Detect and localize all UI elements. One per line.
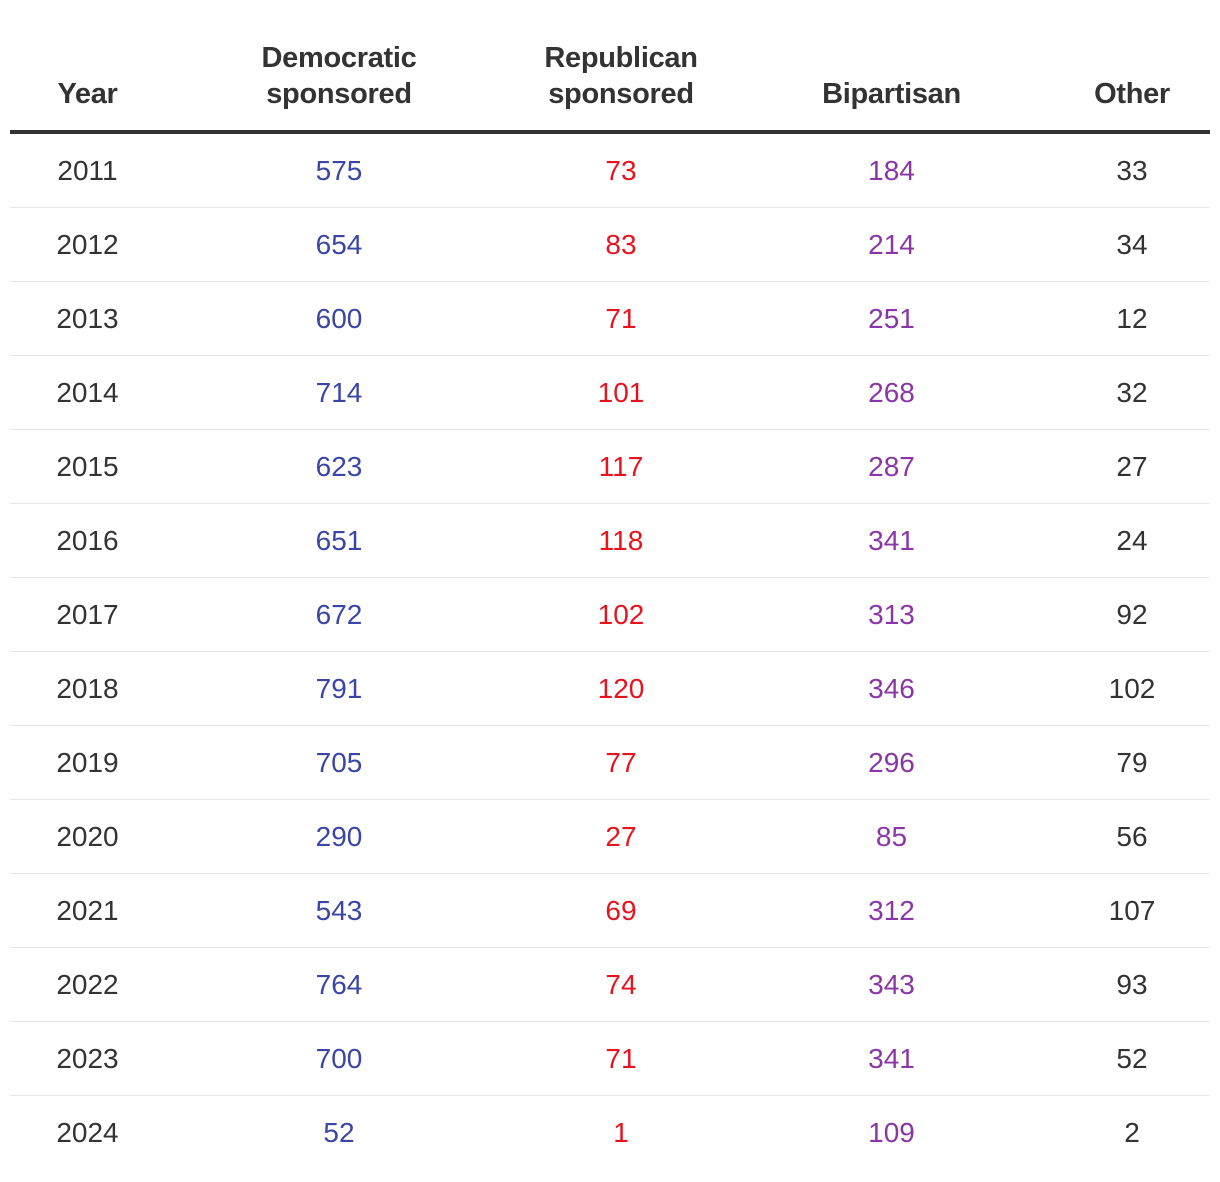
cell-republican: 27 — [605, 820, 637, 852]
cell-other: 34 — [1116, 228, 1148, 260]
table-row: 2018 791 120 346 102 — [10, 652, 1210, 726]
cell-bipartisan: 214 — [868, 228, 915, 260]
cell-democratic: 543 — [315, 894, 363, 926]
cell-democratic: 714 — [315, 376, 363, 408]
cell-democratic: 290 — [315, 820, 363, 852]
cell-democratic: 623 — [315, 450, 363, 482]
cell-other: 93 — [1116, 968, 1148, 1000]
cell-democratic: 600 — [315, 302, 363, 334]
cell-republican: 120 — [597, 672, 645, 704]
table-row: 2017 672 102 313 92 — [10, 578, 1210, 652]
table-header: Year Democratic sponsored Republican spo… — [10, 0, 1210, 134]
cell-year: 2021 — [56, 894, 119, 926]
table-row: 2022 764 74 343 93 — [10, 948, 1210, 1022]
cell-bipartisan: 251 — [868, 302, 915, 334]
cell-year: 2014 — [56, 376, 119, 408]
cell-republican: 102 — [597, 598, 645, 630]
table-row: 2013 600 71 251 12 — [10, 282, 1210, 356]
cell-bipartisan: 312 — [868, 894, 915, 926]
table-row: 2012 654 83 214 34 — [10, 208, 1210, 282]
cell-other: 107 — [1108, 894, 1156, 926]
cell-year: 2023 — [56, 1042, 119, 1074]
cell-democratic: 672 — [315, 598, 363, 630]
table-row: 2014 714 101 268 32 — [10, 356, 1210, 430]
sponsorship-table: Year Democratic sponsored Republican spo… — [10, 0, 1210, 1170]
cell-democratic: 654 — [315, 228, 363, 260]
cell-republican: 118 — [598, 524, 644, 556]
cell-republican: 71 — [605, 1042, 637, 1074]
cell-republican: 71 — [605, 302, 637, 334]
header-democratic-sponsored: Democratic sponsored — [261, 42, 417, 110]
cell-year: 2013 — [56, 302, 119, 334]
header-year: Year — [57, 78, 118, 110]
cell-republican: 101 — [597, 376, 645, 408]
cell-bipartisan: 109 — [868, 1117, 915, 1148]
cell-other: 52 — [1116, 1042, 1148, 1074]
table-row: 2015 623 117 287 27 — [10, 430, 1210, 504]
cell-democratic: 52 — [323, 1117, 355, 1148]
cell-republican: 69 — [605, 894, 637, 926]
table-row: 2016 651 118 341 24 — [10, 504, 1210, 578]
cell-year: 2012 — [56, 228, 119, 260]
table-row: 2023 700 71 341 52 — [10, 1022, 1210, 1096]
header-bipartisan: Bipartisan — [822, 78, 961, 110]
table-row: 2019 705 77 296 79 — [10, 726, 1210, 800]
cell-year: 2022 — [56, 968, 119, 1000]
cell-bipartisan: 343 — [868, 968, 915, 1000]
cell-other: 2 — [1124, 1117, 1140, 1148]
cell-other: 102 — [1108, 672, 1156, 704]
header-other: Other — [1094, 78, 1170, 110]
table-row: 2011 575 73 184 33 — [10, 134, 1210, 208]
cell-other: 24 — [1116, 524, 1148, 556]
table-row: 2021 543 69 312 107 — [10, 874, 1210, 948]
cell-other: 32 — [1116, 376, 1148, 408]
cell-bipartisan: 268 — [868, 376, 915, 408]
cell-democratic: 764 — [315, 968, 363, 1000]
header-republican-sponsored: Republican sponsored — [544, 42, 698, 110]
cell-other: 92 — [1116, 598, 1148, 630]
cell-republican: 77 — [605, 746, 637, 778]
cell-bipartisan: 85 — [875, 820, 908, 852]
cell-other: 12 — [1116, 302, 1148, 334]
cell-republican: 117 — [598, 450, 644, 482]
cell-republican: 74 — [605, 968, 637, 1000]
cell-democratic: 700 — [315, 1042, 363, 1074]
cell-year: 2018 — [56, 672, 119, 704]
cell-bipartisan: 296 — [868, 746, 915, 778]
cell-democratic: 651 — [315, 524, 363, 556]
cell-other: 33 — [1116, 154, 1148, 186]
cell-other: 27 — [1116, 450, 1148, 482]
cell-other: 79 — [1116, 746, 1148, 778]
cell-republican: 73 — [605, 154, 637, 186]
cell-year: 2017 — [56, 598, 119, 630]
cell-year: 2019 — [56, 746, 119, 778]
cell-bipartisan: 184 — [868, 154, 915, 186]
cell-bipartisan: 341 — [868, 524, 915, 556]
cell-other: 56 — [1116, 820, 1148, 852]
cell-democratic: 791 — [315, 672, 363, 704]
table-body: 2011 575 73 184 33 2012 654 83 214 34 2013 600 71 251… — [10, 134, 1210, 1170]
cell-bipartisan: 341 — [868, 1042, 915, 1074]
cell-democratic: 575 — [315, 154, 363, 186]
cell-year: 2024 — [56, 1117, 119, 1148]
table-row: 2020 290 27 85 56 — [10, 800, 1210, 874]
cell-bipartisan: 313 — [868, 598, 915, 630]
cell-republican: 83 — [605, 228, 637, 260]
cell-bipartisan: 287 — [868, 450, 915, 482]
cell-democratic: 705 — [315, 746, 363, 778]
cell-year: 2015 — [56, 450, 119, 482]
table-row: 2024 52 1 109 2 — [10, 1096, 1210, 1170]
cell-year: 2011 — [57, 154, 118, 186]
cell-bipartisan: 346 — [868, 672, 915, 704]
cell-year: 2020 — [56, 820, 119, 852]
cell-republican: 1 — [613, 1117, 629, 1148]
cell-year: 2016 — [56, 524, 119, 556]
